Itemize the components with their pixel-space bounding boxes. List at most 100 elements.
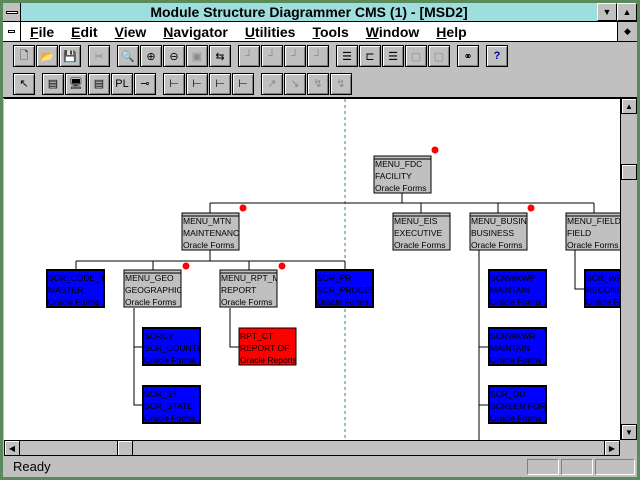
tree-green-button[interactable]: ⊢ [232,72,254,95]
call-1-button[interactable]: ↗ [261,72,283,95]
call-3-button[interactable]: ↯ [307,72,329,95]
vertical-scrollbar[interactable]: ▲ ▼ [620,98,637,440]
menu-file[interactable]: File [30,23,55,40]
restore-document-button[interactable]: ◆ [617,22,637,41]
diagram-canvas[interactable]: MENU_FDC FACILITY Oracle Forms MENU_MTN MAIN… [4,98,620,440]
maximize-button[interactable]: ▲ [617,3,637,21]
module-node-st[interactable]: SCR_ST SCR_STATE Oracle Forms [142,385,201,424]
status-bar: Ready [3,456,637,477]
module-node-eis[interactable]: MENU_EIS EXECUTIVE Oracle Forms [392,212,451,251]
menu-help[interactable]: Help [436,23,467,40]
plsql-button[interactable]: PL [111,72,133,95]
module-node-wkwr[interactable]: SCRWKWR MAINTAIN Oracle Forms [488,327,547,366]
module-node-wkwp[interactable]: SCRWKWP MAINTAIN Oracle Forms [488,269,547,308]
scroll-down-button[interactable]: ▼ [621,424,637,440]
new-icon: 🗋 [19,49,29,62]
tree-red-button[interactable]: ⊢ [186,72,208,95]
menu-tools[interactable]: Tools [312,23,349,40]
main-toolbar: 🗋 📂 💾 ✂ 🔍 ⊕ ⊖ ▣ ⇆ ┘ ┘ ┘ ┘ ☰ ⊏ ☰ ▢ ▢ ⚭? [3,42,637,70]
module-desc: REPORT OF [240,343,289,353]
same-width-button[interactable]: ▢ [428,45,450,67]
system-menu-button[interactable] [3,3,21,21]
align-horizontal-button[interactable]: ☰ [336,45,358,67]
module-node-cy[interactable]: SCRCY SCR_COUNTR Oracle Forms [142,327,203,366]
align-center-button[interactable]: ☰ [382,45,404,67]
help-button[interactable]: ? [486,45,508,67]
module-node-code[interactable]: SCR_CODE_T MASTER Oracle Forms [46,269,105,308]
cut-button[interactable]: ✂ [88,45,110,67]
same-size-button[interactable]: ▢ [405,45,427,67]
module-node-rptct[interactable]: RPT_CT REPORT OF Oracle Reports [238,327,297,366]
module-name: RPT_CT [240,331,273,341]
module-name: MENU_FIELD [567,216,620,226]
layout-2-button[interactable]: ┘ [261,45,283,67]
module-type: Oracle Forms [221,297,272,307]
module-node-wp[interactable]: SCR_WP RECONCI Oracle Forms [584,269,620,308]
call-4-button[interactable]: ↯ [330,72,352,95]
navigator-icon: ⇆ [215,50,225,63]
menu-bar: File Edit View Navigator Utilities Tools… [3,22,637,42]
align-vertical-button[interactable]: ⊏ [359,45,381,67]
status-markers [182,146,535,270]
navigator-button[interactable]: ⇆ [209,45,231,67]
layout-1-button[interactable]: ┘ [238,45,260,67]
pointer-button[interactable]: ↖ [13,72,35,95]
document-menu-button[interactable] [3,22,21,41]
zoom-in-button[interactable]: ⊕ [140,45,162,67]
module-node-fdc[interactable]: MENU_FDC FACILITY Oracle Forms [373,155,432,194]
layout-2-icon: ┘ [268,50,276,62]
module-name: MENU_RPT_M [221,273,280,283]
module-desc: MAINTAIN [490,285,530,295]
link-button[interactable]: ⚭ [457,45,479,67]
layout-1-icon: ┘ [245,50,253,62]
module-node-busi[interactable]: MENU_BUSINE BUSINESS Oracle Forms [469,212,533,251]
module-node-mtn[interactable]: MENU_MTN MAINTENANCE Oracle Forms [181,212,245,251]
module-type: Oracle Forms [183,240,234,250]
menu-utilities[interactable]: Utilities [244,23,296,40]
module-node-rpt[interactable]: MENU_RPT_M REPORT Oracle Forms [219,269,280,308]
module-node-pr[interactable]: SCR_PR SCR_PROCESS Oracle Forms [315,269,382,308]
layout-4-button[interactable]: ┘ [307,45,329,67]
zoom-fit-button[interactable]: ▣ [186,45,208,67]
module-desc: EXECUTIVE [394,228,443,238]
window-title: Module Structure Diagrammer CMS (1) - [M… [150,4,468,20]
plsql-icon: PL [115,77,129,90]
menu-window[interactable]: Window [365,23,420,40]
menu-navigator[interactable]: Navigator [163,23,228,40]
zoom-button[interactable]: 🔍 [117,45,139,67]
drawing-toolbar: ↖ ▤ 🖥 ▤ PL ⊸ ⊢ ⊢ ⊢ ⊢ ↗ ↘ ↯ ↯ [3,70,637,98]
layout-3-button[interactable]: ┘ [284,45,306,67]
tree-collapse-icon: ⊢ [215,78,225,90]
save-button[interactable]: 💾 [59,45,81,67]
horizontal-scrollbar[interactable]: ◀ ▶ [4,440,620,456]
call-2-button[interactable]: ↘ [284,72,306,95]
scroll-right-button[interactable]: ▶ [604,440,620,456]
connector-button[interactable]: ⊸ [134,72,156,95]
zoom-out-button[interactable]: ⊖ [163,45,185,67]
module-button[interactable]: ▤ [42,72,64,95]
horizontal-scroll-thumb[interactable] [117,440,133,456]
module-node-field[interactable]: MENU_FIELD FIELD Oracle Forms [565,212,620,251]
scroll-left-button[interactable]: ◀ [4,440,20,456]
screen-button[interactable]: 🖥 [65,72,87,95]
module-box [142,385,201,424]
module-node-geo[interactable]: MENU_GEO GEOGRAPHIC Oracle Forms [123,269,183,308]
module-type: Oracle Forms [471,240,522,250]
menu-edit[interactable]: Edit [71,23,98,40]
open-button[interactable]: 📂 [36,45,58,67]
new-button[interactable]: 🗋 [13,45,35,67]
connector-icon: ⊸ [140,78,150,90]
vertical-scroll-thumb[interactable] [621,164,637,180]
report-button[interactable]: ▤ [88,72,110,95]
menu-view[interactable]: View [114,23,147,40]
tree-button[interactable]: ⊢ [163,72,185,95]
scroll-up-button[interactable]: ▲ [621,98,637,114]
module-icon: ▤ [47,78,59,90]
module-name: SCR_PR [317,273,351,283]
tree-collapse-button[interactable]: ⊢ [209,72,231,95]
link-icon: ⚭ [463,50,473,63]
minimize-button[interactable]: ▼ [597,3,617,21]
tree-red-icon: ⊢ [192,78,202,90]
module-node-ou[interactable]: SCR_OU SCREEN FOR Oracle Forms [488,385,547,424]
tree-green-icon: ⊢ [238,78,248,90]
